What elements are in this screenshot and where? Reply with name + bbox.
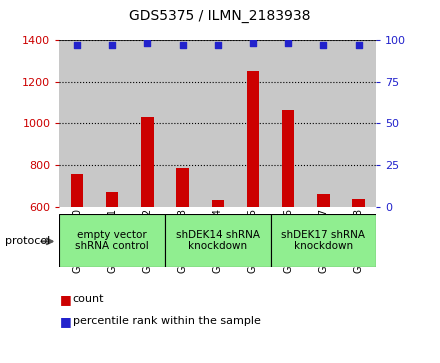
Point [320,42,327,48]
Bar [271,40,306,207]
Bar [59,40,95,207]
Point [73,42,81,48]
Bar [247,71,259,207]
Bar [176,168,189,207]
Bar [317,194,330,207]
Bar [95,40,130,207]
Bar [165,214,271,267]
Point [249,40,257,46]
Point [109,42,116,48]
Text: empty vector
shRNA control: empty vector shRNA control [75,230,149,251]
Point [144,40,151,46]
Text: shDEK17 shRNA
knockdown: shDEK17 shRNA knockdown [282,230,365,251]
Bar [352,199,365,207]
Text: count: count [73,294,104,305]
Point [214,42,221,48]
Bar [200,40,235,207]
Bar [282,110,294,207]
Text: shDEK14 shRNA
knockdown: shDEK14 shRNA knockdown [176,230,260,251]
Point [355,42,362,48]
Point [285,40,292,46]
Bar [106,192,118,207]
Bar [212,200,224,207]
Text: ■: ■ [59,315,71,328]
Bar [59,214,165,267]
Text: ■: ■ [59,293,71,306]
Bar [130,40,165,207]
Bar [306,40,341,207]
Bar [271,214,376,267]
Point [179,42,186,48]
Bar [341,40,376,207]
Text: percentile rank within the sample: percentile rank within the sample [73,316,260,326]
Text: GDS5375 / ILMN_2183938: GDS5375 / ILMN_2183938 [129,9,311,23]
Bar [71,174,83,207]
Text: protocol: protocol [5,236,51,246]
Bar [165,40,200,207]
Bar [141,117,154,207]
Bar [235,40,271,207]
